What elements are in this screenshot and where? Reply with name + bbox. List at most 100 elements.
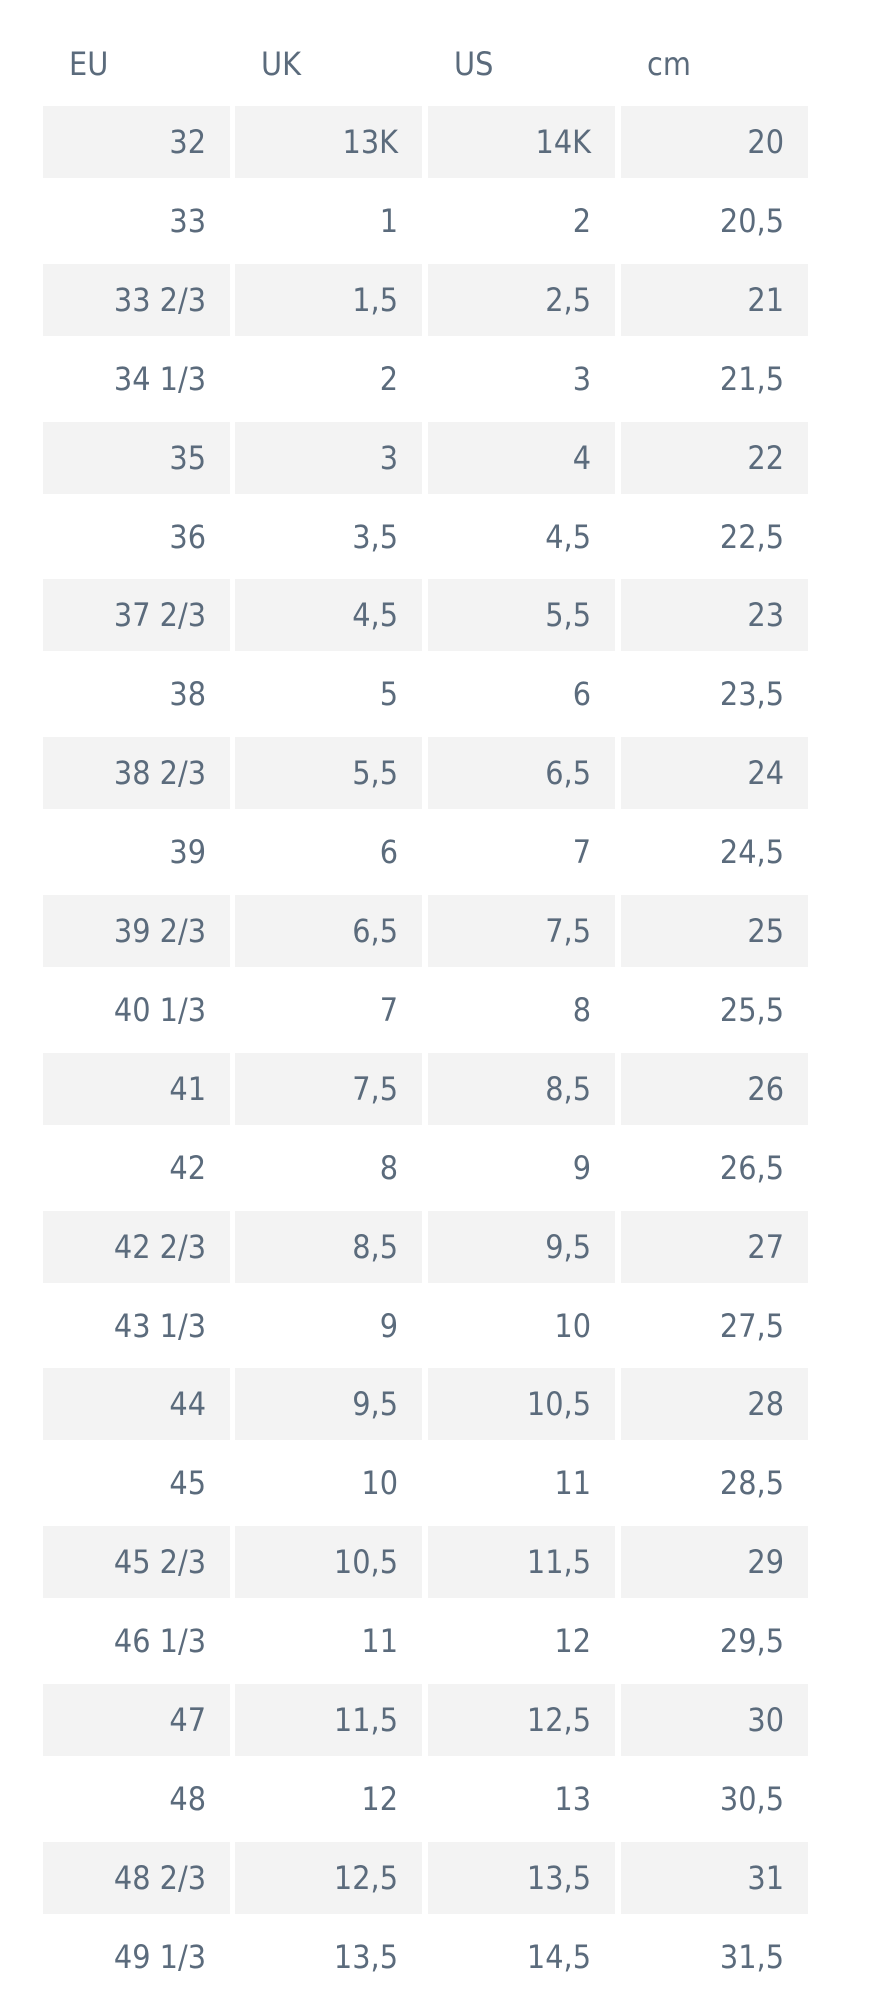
table-cell: 8,5 xyxy=(428,1052,615,1125)
table-cell: 10 xyxy=(361,1464,398,1503)
table-cell: 1 xyxy=(379,201,398,240)
table-cell: 12,5 xyxy=(428,1684,615,1756)
table-cell: 35 xyxy=(43,421,230,494)
table-cell: 27 xyxy=(621,1210,808,1283)
table-cell: 9,5 xyxy=(428,1210,615,1283)
table-cell: 41 xyxy=(43,1052,230,1125)
table-cell: 44 xyxy=(43,1368,230,1441)
table-cell: 20 xyxy=(621,106,808,178)
table-cell: 2 xyxy=(572,201,591,240)
table-cell: 13,5 xyxy=(428,1841,615,1914)
table-cell: 5 xyxy=(379,675,398,714)
table-cell: 10 xyxy=(554,1306,591,1345)
table-cell: 46 1/3 xyxy=(113,1622,206,1661)
table-cell: 30 xyxy=(621,1684,808,1756)
table-cell: 5,5 xyxy=(428,579,615,652)
table-cell: 2,5 xyxy=(428,263,615,336)
table-cell: 2 xyxy=(379,359,398,398)
table-cell: 6 xyxy=(379,833,398,872)
table-cell: 11,5 xyxy=(428,1526,615,1599)
table-cell: 33 2/3 xyxy=(43,263,230,336)
table-cell: 39 xyxy=(169,833,206,872)
table-cell: 47 xyxy=(43,1684,230,1756)
table-cell: 3 xyxy=(572,359,591,398)
table-cell: 9 xyxy=(572,1148,591,1187)
table-cell: 3,5 xyxy=(352,517,398,556)
table-cell: 6,5 xyxy=(428,737,615,810)
table-cell: 29 xyxy=(621,1526,808,1599)
table-cell: 8 xyxy=(572,990,591,1029)
table-cell: 24,5 xyxy=(719,833,784,872)
table-cell: 26 xyxy=(621,1052,808,1125)
table-cell: 7 xyxy=(572,833,591,872)
table-cell: 31,5 xyxy=(719,1937,784,1976)
table-cell: 48 xyxy=(169,1779,206,1818)
table-cell: 40 1/3 xyxy=(113,990,206,1029)
table-cell: 10,5 xyxy=(235,1526,422,1599)
table-cell: 33 xyxy=(169,201,206,240)
table-cell: 31 xyxy=(621,1841,808,1914)
table-cell: 6,5 xyxy=(235,895,422,967)
table-cell: 3 xyxy=(235,421,422,494)
table-cell: 12 xyxy=(554,1622,591,1661)
table-cell: 28 xyxy=(621,1368,808,1441)
table-cell: 38 2/3 xyxy=(43,737,230,810)
table-cell: 45 2/3 xyxy=(43,1526,230,1599)
table-cell: 34 1/3 xyxy=(113,359,206,398)
table-cell: 25,5 xyxy=(719,990,784,1029)
table-cell: 5,5 xyxy=(235,737,422,810)
table-cell: 9,5 xyxy=(235,1368,422,1441)
table-cell: 4 xyxy=(428,421,615,494)
table-cell: 32 xyxy=(43,106,230,178)
table-cell: 20,5 xyxy=(719,201,784,240)
table-cell: 14K xyxy=(428,106,615,178)
table-cell: 11,5 xyxy=(235,1684,422,1756)
table-cell: 29,5 xyxy=(719,1622,784,1661)
table-cell: 11 xyxy=(361,1622,398,1661)
header-cell: UK xyxy=(261,45,301,83)
table-cell: 8 xyxy=(379,1148,398,1187)
table-cell: 1,5 xyxy=(235,263,422,336)
table-cell: 39 2/3 xyxy=(43,895,230,967)
table-cell: 7,5 xyxy=(428,895,615,967)
table-cell: 22 xyxy=(621,421,808,494)
table-cell: 6 xyxy=(572,675,591,714)
table-cell: 11 xyxy=(554,1464,591,1503)
table-cell: 12,5 xyxy=(235,1841,422,1914)
table-cell: 26,5 xyxy=(719,1148,784,1187)
table-cell: 4,5 xyxy=(235,579,422,652)
table-cell: 27,5 xyxy=(719,1306,784,1345)
table-cell: 36 xyxy=(169,517,206,556)
table-cell: 13K xyxy=(235,106,422,178)
table-cell: 7 xyxy=(379,990,398,1029)
table-cell: 42 2/3 xyxy=(43,1210,230,1283)
table-cell: 45 xyxy=(169,1464,206,1503)
table-cell: 24 xyxy=(621,737,808,810)
header-cell: EU xyxy=(69,45,109,83)
table-cell: 7,5 xyxy=(235,1052,422,1125)
table-cell: 48 2/3 xyxy=(43,1841,230,1914)
table-cell: 21 xyxy=(621,263,808,336)
table-cell: 10,5 xyxy=(428,1368,615,1441)
table-cell: 22,5 xyxy=(719,517,784,556)
header-cell: cm xyxy=(647,45,691,83)
table-cell: 49 1/3 xyxy=(113,1937,206,1976)
table-cell: 38 xyxy=(169,675,206,714)
table-cell: 42 xyxy=(169,1148,206,1187)
table-cell: 12 xyxy=(361,1779,398,1818)
table-cell: 43 1/3 xyxy=(113,1306,206,1345)
table-cell: 25 xyxy=(621,895,808,967)
table-cell: 13,5 xyxy=(333,1937,398,1976)
table-cell: 28,5 xyxy=(719,1464,784,1503)
table-cell: 21,5 xyxy=(719,359,784,398)
table-cell: 9 xyxy=(379,1306,398,1345)
table-cell: 13 xyxy=(554,1779,591,1818)
table-cell: 37 2/3 xyxy=(43,579,230,652)
table-cell: 8,5 xyxy=(235,1210,422,1283)
header-cell: US xyxy=(454,45,494,83)
table-cell: 23 xyxy=(621,579,808,652)
table-cell: 4,5 xyxy=(545,517,591,556)
table-cell: 14,5 xyxy=(526,1937,591,1976)
table-cell: 30,5 xyxy=(719,1779,784,1818)
